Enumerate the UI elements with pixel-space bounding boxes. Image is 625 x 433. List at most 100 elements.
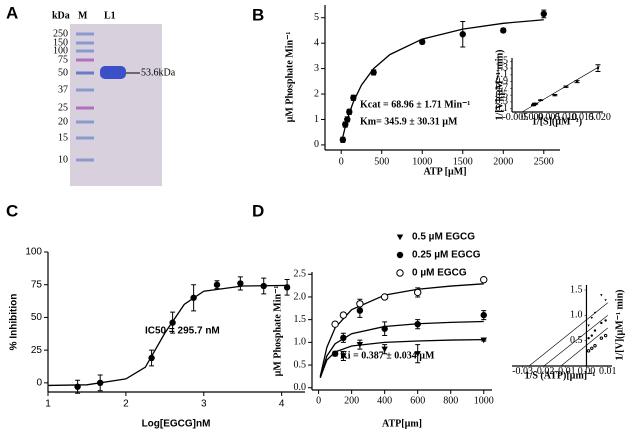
unit-label: kDa — [52, 10, 70, 21]
y-tick-label: 100 — [25, 247, 42, 258]
annotation: Kcat = 68.96 ± 1.71 Min⁻¹ — [360, 99, 470, 110]
point — [148, 354, 155, 362]
y-tick-label: 0.9 — [496, 76, 509, 87]
x-tick-label: -0.005 — [502, 112, 528, 123]
point — [213, 281, 221, 288]
x-tick-label: 0.00 — [578, 366, 596, 377]
point — [600, 321, 603, 325]
marker-label: 20 — [58, 116, 68, 127]
point — [604, 319, 607, 322]
x-axis-label: Log[EGCG]nM — [142, 419, 211, 430]
y-tick-label: 1.5 — [294, 314, 307, 325]
gel-image — [70, 24, 162, 186]
y-tick-label: 0.3 — [496, 96, 509, 107]
y-tick-label: 5 — [314, 12, 319, 23]
point — [480, 311, 487, 319]
point — [596, 66, 600, 70]
x-tick-label: 0.010 — [555, 112, 578, 123]
fit-line — [543, 315, 608, 367]
marker-label: 50 — [58, 67, 68, 78]
legend-label: 0.25 µM EGCG — [412, 250, 481, 261]
ladder-band — [76, 136, 94, 140]
chart: 0 200 400 600 800 1000 0.0 0.5 1.0 1.5 2.0 2.5 ATP[µ… — [272, 232, 493, 430]
point — [480, 337, 487, 344]
point — [593, 344, 597, 348]
point — [603, 333, 608, 338]
x-axis-label: ATP [µM] — [423, 166, 466, 177]
annotation: Ki = 0.387 ± 0.034 µM — [340, 350, 435, 361]
y-tick-label: 0.5 — [496, 89, 509, 100]
x-tick-label: 0.01 — [599, 366, 617, 377]
marker-label: 37 — [58, 84, 68, 95]
legend-label: 0 µM EGCG — [412, 268, 467, 279]
x-tick-label: 0.020 — [588, 112, 611, 123]
x-tick-label: 1500 — [453, 156, 473, 167]
point — [340, 334, 347, 342]
point — [190, 294, 197, 301]
point — [590, 316, 593, 320]
point — [419, 38, 426, 46]
ladder-band — [76, 88, 94, 92]
marker-label: 100 — [53, 45, 68, 56]
point — [586, 349, 591, 353]
x-tick-label: -0.03 — [512, 366, 533, 377]
point — [283, 284, 291, 291]
point — [564, 85, 568, 88]
point — [331, 320, 339, 328]
panel-label: B — [252, 5, 264, 24]
point — [96, 379, 104, 387]
point — [356, 307, 364, 314]
x-tick-label: 0.005 — [538, 112, 561, 123]
point — [260, 282, 267, 290]
ladder-band — [76, 32, 94, 36]
legend-marker — [396, 234, 404, 241]
marker-label: 250 — [53, 28, 68, 39]
y-tick-label: 2 — [314, 88, 319, 99]
x-tick-label: 1000 — [474, 395, 494, 406]
panel-label: A — [6, 3, 18, 22]
x-tick-label: 0.000 — [521, 112, 544, 123]
point — [575, 80, 579, 83]
ladder-band — [76, 49, 94, 53]
point — [534, 102, 537, 106]
x-tick-label: 500 — [374, 156, 389, 167]
y-tick-label: 1.0 — [294, 337, 307, 348]
ladder-band — [76, 158, 94, 162]
point — [344, 116, 351, 123]
point — [539, 98, 542, 102]
panel-label: D — [252, 201, 264, 220]
ladder-band — [76, 58, 94, 62]
y-tick-label: 25 — [31, 345, 43, 356]
y-tick-label: 2.5 — [294, 269, 307, 280]
fit-line — [319, 338, 484, 378]
ladder-band — [76, 71, 94, 75]
band-label: 53.6kDa — [141, 67, 176, 78]
y-tick-label: 0.5 — [294, 359, 307, 370]
marker-label: 10 — [58, 154, 68, 165]
point — [237, 280, 244, 287]
point — [590, 334, 593, 337]
x-tick-label: 1 — [45, 399, 51, 410]
marker-label: 150 — [53, 37, 68, 48]
x-tick-label: -0.01 — [555, 366, 576, 377]
x-tick-label: 2500 — [534, 156, 554, 167]
point — [356, 300, 364, 308]
y-tick-label: 1.5 — [570, 284, 583, 295]
y-axis-label: 1/[V](µM⁻¹ min) — [494, 50, 505, 121]
point — [381, 325, 388, 332]
y-tick-label: 0.1 — [496, 103, 509, 114]
panel-label: C — [6, 201, 18, 220]
marker-label: 25 — [58, 102, 68, 113]
point — [342, 121, 349, 128]
point — [414, 320, 421, 328]
lane-label: L1 — [104, 10, 116, 21]
x-tick-label: 2000 — [493, 156, 513, 167]
x-tick-label: 400 — [377, 395, 392, 406]
x-axis-label: 1/[S](µM⁻¹) — [532, 116, 582, 127]
point — [590, 346, 594, 350]
annotation: Km= 345.9 ± 30.31 µM — [360, 116, 458, 127]
point — [346, 108, 353, 116]
y-axis-label: % Inhibition — [9, 294, 20, 351]
